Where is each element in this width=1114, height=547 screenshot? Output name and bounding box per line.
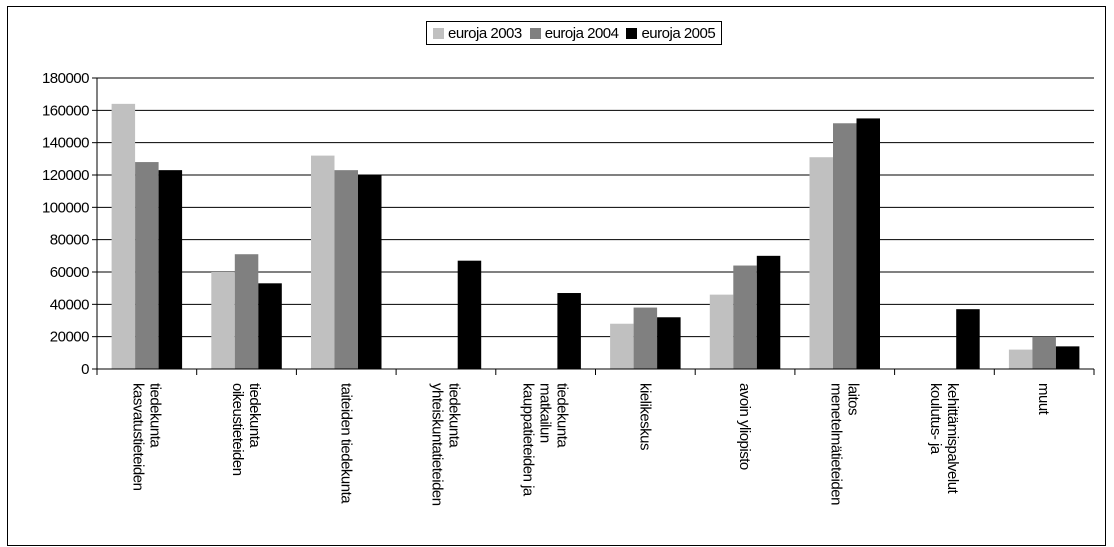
bar	[733, 265, 757, 369]
bar	[1008, 349, 1033, 369]
bar	[457, 260, 482, 369]
bar	[633, 307, 658, 369]
bar	[1055, 346, 1080, 369]
x-tick-label: kielikeskus	[636, 383, 653, 450]
bar	[809, 157, 833, 369]
bar	[158, 170, 183, 369]
x-tick-label-line: oikeustieteiden	[229, 383, 246, 476]
x-tick-label: menetelmätieteiden laitos	[827, 383, 861, 505]
chart-legend: euroja 2003 euroja 2004 euroja 2005	[426, 21, 723, 45]
legend-swatch-2003	[433, 27, 444, 39]
y-tick-label: 160000	[42, 102, 89, 119]
y-tick-label: 100000	[42, 199, 89, 216]
x-tick-label-line: tiedekunta	[445, 383, 462, 448]
x-tick-label: avoin yliopisto	[736, 383, 753, 470]
y-tick-label: 80000	[50, 232, 89, 249]
x-tick-label-line: taiteiden tiedekunta	[337, 383, 354, 504]
y-tick-label: 180000	[42, 70, 89, 87]
legend-item-2005: euroja 2005	[626, 24, 716, 42]
y-tick-label: 140000	[42, 135, 89, 152]
x-tick-label-line: kasvatustieteiden	[129, 383, 146, 491]
x-tick-label-line: menetelmätieteiden	[827, 383, 844, 505]
bar	[1032, 336, 1056, 369]
legend-item-2004: euroja 2004	[529, 24, 619, 42]
x-tick-label: oikeustieteiden tiedekunta	[229, 383, 263, 476]
bar	[258, 283, 282, 369]
x-tick-label: kasvatustieteiden tiedekunta	[129, 383, 163, 491]
bar	[234, 254, 259, 369]
bar	[358, 175, 382, 369]
bar	[657, 317, 681, 369]
x-tick-label-line: kielikeskus	[636, 383, 653, 450]
x-tick-label-line: muut	[1035, 383, 1052, 416]
bar	[856, 118, 880, 370]
x-tick-label-line: matkailun	[537, 383, 554, 443]
bar	[311, 155, 335, 369]
legend-swatch-2004	[529, 27, 541, 39]
bar	[135, 162, 159, 369]
x-tick-label: kauppatieteiden ja matkailun tiedekunta	[520, 383, 571, 497]
y-tick-label: 40000	[50, 296, 89, 313]
legend-label-2003: euroja 2003	[448, 24, 522, 42]
legend-label-2004: euroja 2004	[544, 24, 619, 42]
bar	[709, 294, 734, 369]
bar	[833, 123, 857, 370]
bar	[111, 103, 136, 369]
legend-swatch-2005	[626, 27, 638, 39]
x-tick-label-line: tiedekunta	[554, 383, 571, 448]
x-tick-label-line: tiedekunta	[246, 383, 263, 448]
bar	[610, 323, 634, 369]
x-tick-label: koulutus- ja kehittämispalvelut	[927, 383, 961, 495]
y-tick-label: 20000	[50, 329, 89, 346]
legend-label-2005: euroja 2005	[641, 24, 716, 42]
chart-frame	[7, 6, 1106, 546]
x-tick-label-line: koulutus- ja	[927, 383, 944, 455]
x-tick-label-line: kauppatieteiden ja	[520, 383, 537, 497]
legend-item-2003: euroja 2003	[433, 25, 522, 42]
bar	[211, 272, 235, 369]
x-tick-label-line: kehittämispalvelut	[944, 383, 961, 495]
bar	[756, 255, 781, 369]
x-tick-label-line: avoin yliopisto	[736, 383, 753, 470]
x-tick-label: taiteiden tiedekunta	[337, 383, 354, 504]
bar	[334, 170, 358, 369]
y-tick-label: 0	[81, 361, 89, 378]
x-tick-label: muut	[1035, 383, 1052, 416]
x-tick-label-line: tiedekunta	[146, 383, 163, 448]
bar	[956, 309, 980, 369]
y-tick-label: 60000	[50, 264, 89, 281]
y-tick-label: 120000	[42, 167, 89, 184]
x-tick-label-line: yhteiskuntatieteiden	[428, 383, 445, 506]
bar	[557, 293, 581, 369]
x-tick-label: yhteiskuntatieteiden tiedekunta	[428, 383, 462, 506]
x-tick-label-line: laitos	[844, 383, 861, 415]
